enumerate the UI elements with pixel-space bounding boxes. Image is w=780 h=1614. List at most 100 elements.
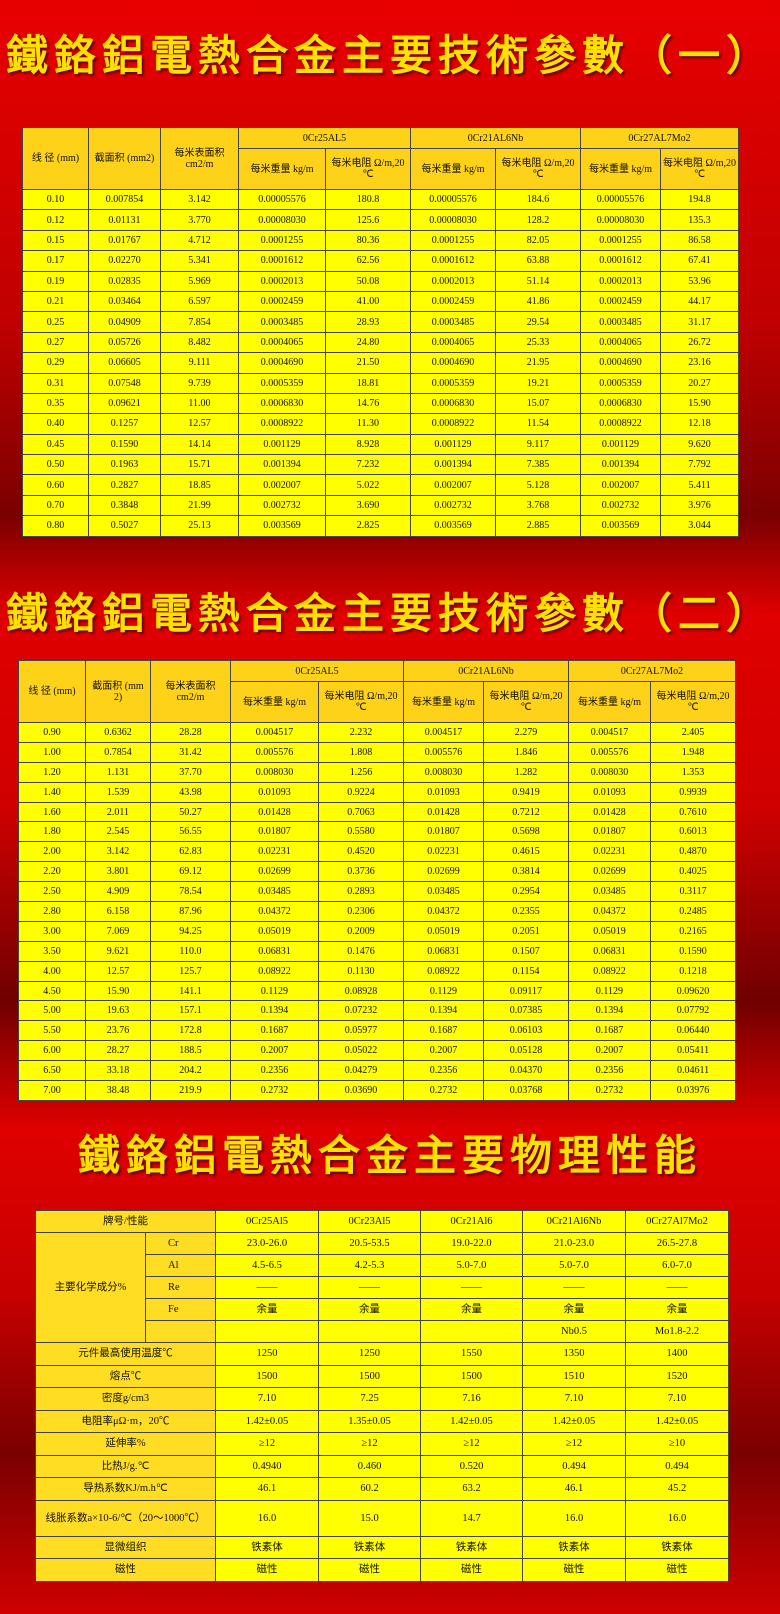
data-cell: 0.520: [420, 1454, 524, 1478]
data-row: 1.80 2.545 56.55 0.01807 0.5580 0.01807 0.5698…: [18, 821, 737, 843]
data-cell: 28.27: [85, 1040, 151, 1062]
data-cell: 0.02231: [230, 841, 319, 863]
data-cell: 0.05726: [88, 331, 161, 354]
data-cell: 125.6: [325, 209, 411, 231]
data-cell: 2.279: [483, 722, 569, 743]
data-cell: 0.0006830: [238, 392, 326, 415]
property-row: 延伸率% ≥12 ≥12 ≥12 ≥12 ≥10: [34, 1432, 730, 1456]
data-row: 2.50 4.909 78.54 0.03485 0.2893 0.03485 0.2954…: [18, 881, 737, 903]
data-cell: 3.690: [325, 494, 411, 517]
column-header: 0Cr21Al6Nb: [522, 1210, 627, 1233]
data-cell: 18.85: [160, 474, 239, 496]
data-cell: 0.2827: [88, 474, 161, 496]
data-cell: ——: [625, 1276, 730, 1299]
data-cell: 28.28: [150, 722, 231, 743]
data-cell: 0.9939: [649, 781, 737, 803]
data-cell: ——: [318, 1276, 422, 1299]
data-cell: 0.01807: [230, 821, 319, 843]
data-row: 4.00 12.57 125.7 0.08922 0.1130 0.08922 0.1154…: [18, 960, 737, 982]
data-cell: 0.03485: [403, 881, 484, 903]
data-cell: 2.20: [18, 861, 86, 883]
property-row: 磁性 磁性 磁性 磁性 磁性 磁性: [34, 1558, 730, 1582]
column-header: 线 径 (mm): [18, 660, 86, 723]
data-cell: 0.1129: [568, 980, 651, 1002]
alloy-header: 0Cr27AL7Mo2: [567, 660, 737, 682]
data-cell: 0.003569: [410, 515, 496, 537]
data-cell: 82.05: [495, 229, 581, 252]
data-cell: 8.928: [325, 433, 411, 456]
data-cell: 1.60: [18, 801, 86, 823]
data-cell: 0.2356: [403, 1060, 484, 1082]
data-cell: 62.83: [150, 841, 231, 863]
data-cell: 0.1394: [230, 1000, 319, 1022]
data-cell: 0.7854: [85, 741, 151, 763]
data-cell: 0.02699: [568, 861, 651, 883]
data-cell: 0.08928: [318, 980, 404, 1002]
data-cell: 87.96: [150, 901, 231, 922]
data-cell: 31.17: [659, 311, 740, 333]
data-row: 1.60 2.011 50.27 0.01428 0.7063 0.01428 0.7212…: [18, 801, 737, 823]
data-cell: 0.27: [22, 331, 89, 354]
data-row: 0.60 0.2827 18.85 0.002007 5.022 0.002007 5.12…: [22, 474, 740, 496]
row-label: 比热J/g.℃: [34, 1454, 217, 1478]
data-cell: 7.10: [625, 1387, 730, 1411]
data-cell: 0.00005576: [580, 188, 661, 211]
data-cell: 0.1687: [403, 1020, 484, 1042]
data-cell: ≥10: [625, 1432, 730, 1456]
data-cell: 14.76: [325, 392, 411, 415]
data-cell: 180.8: [325, 188, 411, 211]
row-label: 线胀系数a×10-6/℃（20～1000℃）: [34, 1499, 217, 1537]
data-cell: 0.02699: [230, 861, 319, 883]
data-cell: 0.40: [22, 413, 89, 435]
data-cell: 0.06831: [230, 940, 319, 962]
chem-row: Nb0.5 Mo1.8-2.2: [36, 1320, 730, 1343]
data-cell: 1510: [522, 1364, 627, 1388]
data-cell: 21.95: [495, 352, 581, 374]
data-cell: 0.1257: [88, 413, 161, 435]
data-cell: 5.341: [160, 250, 239, 272]
data-row: 0.12 0.01131 3.770 0.00008030 125.6 0.0000803…: [22, 209, 740, 231]
data-cell: 0.7063: [318, 801, 404, 823]
property-row: 元件最高使用温度℃ 1250 1250 1550 1350 1400: [34, 1342, 730, 1366]
data-cell: 0.04370: [483, 1060, 569, 1082]
data-cell: 53.96: [659, 270, 740, 292]
data-cell: 0.1687: [230, 1020, 319, 1042]
data-cell: 60.2: [318, 1477, 422, 1501]
data-cell: 0.02699: [403, 861, 484, 883]
data-cell: 7.10: [522, 1387, 627, 1411]
property-row: 电阻率μΩ·m，20℃ 1.42±0.05 1.35±0.05 1.42±0.05 1.…: [34, 1409, 730, 1433]
data-cell: 4.00: [18, 960, 86, 982]
data-cell: 0.0006830: [410, 392, 496, 415]
data-row: 0.19 0.02835 5.969 0.0002013 50.08 0.0002013 5…: [22, 270, 740, 292]
data-cell: 1.40: [18, 781, 86, 803]
data-cell: 0.05128: [483, 1040, 569, 1062]
data-cell: [215, 1320, 320, 1343]
data-cell: 0.007854: [88, 188, 161, 211]
data-cell: 3.801: [85, 861, 151, 883]
data-row: 4.50 15.90 141.1 0.1129 0.08928 0.1129 0.09117…: [18, 980, 737, 1002]
row-label: 熔点℃: [34, 1364, 217, 1388]
data-cell: 19.63: [85, 1000, 151, 1022]
data-cell: 1500: [215, 1364, 320, 1388]
data-cell: 11.54: [495, 413, 581, 435]
data-cell: 63.2: [420, 1477, 524, 1501]
data-cell: 7.10: [215, 1387, 320, 1411]
data-cell: 21.99: [160, 494, 239, 517]
alloy-header: 0Cr21AL6Nb: [403, 660, 569, 682]
data-cell: 125.7: [150, 960, 231, 982]
data-cell: 余量: [215, 1298, 320, 1321]
data-row: 6.50 33.18 204.2 0.2356 0.04279 0.2356 0.04370…: [18, 1060, 737, 1082]
data-row: 0.21 0.03464 6.597 0.0002459 41.00 0.0002459 4…: [22, 290, 740, 313]
data-cell: 2.232: [318, 722, 404, 743]
data-cell: 0.0005359: [238, 372, 326, 394]
data-cell: 69.12: [150, 861, 231, 883]
data-cell: 0.2306: [318, 901, 404, 922]
data-cell: 4.5-6.5: [215, 1254, 320, 1277]
data-cell: 0.0002013: [410, 270, 496, 292]
data-cell: 11.30: [325, 413, 411, 435]
data-cell: 1.42±0.05: [522, 1409, 627, 1433]
data-cell: 0.7212: [483, 801, 569, 823]
data-cell: 219.9: [150, 1080, 231, 1101]
data-cell: 0.0005359: [410, 372, 496, 394]
data-cell: 0.005576: [403, 741, 484, 763]
